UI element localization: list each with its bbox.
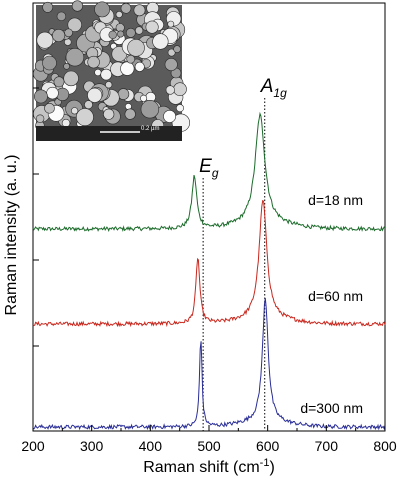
sem-grain xyxy=(115,11,123,19)
series-label: d=18 nm xyxy=(308,192,363,208)
y-axis-title: Raman intensity (a. u.) xyxy=(3,155,20,316)
x-tick-label: 300 xyxy=(80,438,104,454)
sem-grain xyxy=(135,26,144,35)
sem-grain xyxy=(67,17,82,32)
x-tick-label: 200 xyxy=(21,438,45,454)
sem-scale-label: 0.2 µm xyxy=(141,126,159,132)
sem-grain xyxy=(46,86,59,100)
series-line xyxy=(32,199,386,328)
sem-grain xyxy=(87,87,103,103)
sem-grain xyxy=(167,20,175,28)
sem-info-bar xyxy=(36,126,182,141)
sem-inset: 0.2 µm xyxy=(32,0,190,141)
sem-grain xyxy=(145,20,159,34)
x-axis-ticks: 200 300 400 500 600 700 800 xyxy=(21,425,397,454)
sem-grain xyxy=(94,68,102,77)
x-tick-label: 800 xyxy=(373,438,397,454)
sem-grain xyxy=(105,81,113,89)
sem-grain xyxy=(120,61,135,76)
series-label: d=300 nm xyxy=(300,400,363,416)
x-axis-title-close: ) xyxy=(269,459,274,476)
sem-grain xyxy=(63,63,70,70)
peak-label: A1g xyxy=(260,76,287,100)
sem-grain xyxy=(126,54,135,64)
sem-grain xyxy=(167,48,176,57)
sem-grain xyxy=(133,4,146,17)
sem-grain xyxy=(84,100,93,110)
sem-grain xyxy=(140,99,160,119)
sem-grain xyxy=(127,38,145,57)
sem-grain xyxy=(71,0,83,12)
sem-grain xyxy=(152,33,169,50)
sem-grain xyxy=(87,55,100,69)
sem-grains xyxy=(32,0,190,132)
sem-grain xyxy=(76,108,94,127)
sem-grain xyxy=(36,31,54,49)
sem-grain xyxy=(42,55,57,71)
x-tick-label: 500 xyxy=(197,438,221,454)
sem-grain xyxy=(164,57,178,71)
sem-grain xyxy=(65,48,85,67)
sem-grain xyxy=(64,28,73,38)
sem-grain xyxy=(61,118,71,128)
series-label: d=60 nm xyxy=(308,288,363,304)
x-axis-title: Raman shift (cm-1) xyxy=(143,457,275,476)
sem-grain xyxy=(63,70,79,87)
sem-grain xyxy=(125,27,136,38)
sem-grain xyxy=(100,68,112,81)
sem-grain xyxy=(134,61,145,72)
sem-grain xyxy=(140,94,148,102)
sem-grain xyxy=(120,3,132,14)
sem-grain xyxy=(94,1,110,18)
sem-grain xyxy=(176,104,185,113)
sem-grain xyxy=(165,85,175,95)
sem-grain xyxy=(173,45,181,53)
sem-grain xyxy=(163,110,176,123)
y-axis-ticks xyxy=(33,87,39,347)
x-tick-label: 700 xyxy=(315,438,339,454)
sem-grain xyxy=(70,107,79,115)
sem-grain xyxy=(42,1,54,13)
sem-grain xyxy=(35,114,45,123)
peak-reference-lines: Eg A1g xyxy=(199,76,287,431)
sem-grain xyxy=(103,108,115,120)
sem-grain xyxy=(44,103,55,114)
x-tick-label: 600 xyxy=(256,438,280,454)
x-axis-title-sup: -1 xyxy=(260,457,270,469)
x-axis-title-main: Raman shift (cm xyxy=(143,459,259,476)
sem-grain xyxy=(53,76,65,88)
peak-label: Eg xyxy=(199,156,219,180)
sem-grain xyxy=(173,82,187,96)
sem-grain xyxy=(117,30,125,38)
sem-grain xyxy=(124,108,136,120)
sem-grain xyxy=(34,89,48,104)
sem-grain xyxy=(52,28,66,42)
series-line xyxy=(32,111,386,232)
sem-grain xyxy=(56,11,67,21)
x-tick-label: 400 xyxy=(139,438,163,454)
sem-grain xyxy=(108,30,117,39)
